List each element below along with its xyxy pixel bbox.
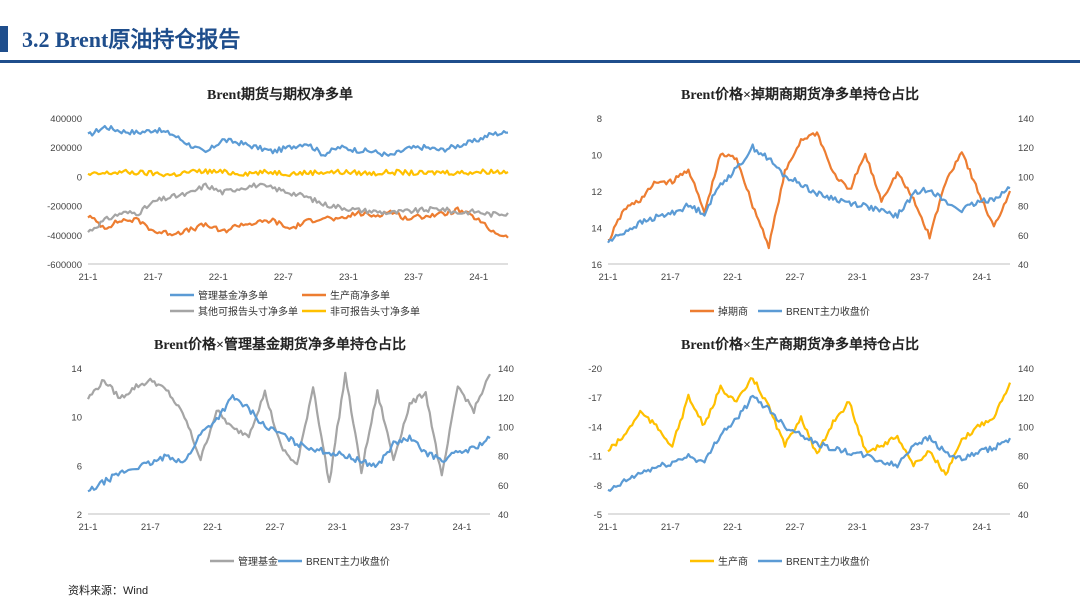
legend-label: BRENT主力收盘价 (306, 555, 390, 568)
y2-tick-label: 140 (1018, 114, 1034, 125)
y-tick-label: 6 (77, 461, 82, 472)
y2-tick-label: 100 (1018, 172, 1034, 183)
chart-title: Brent价格×生产商期货净多单持仓占比 (681, 336, 919, 353)
x-tick-label: 23-1 (848, 272, 867, 283)
x-tick-label: 21-7 (141, 522, 160, 533)
x-tick-label: 21-1 (78, 272, 97, 283)
y2-tick-label: 40 (1018, 510, 1029, 521)
x-tick-label: 21-1 (598, 522, 617, 533)
y2-tick-label: 80 (1018, 452, 1029, 463)
y-tick-label: -400000 (47, 231, 82, 242)
y2-tick-label: 80 (498, 452, 509, 463)
page-title: 3.2 Brent原油持仓报告 (22, 22, 240, 54)
x-tick-label: 21-1 (78, 522, 97, 533)
legend-label: 管理基金 (238, 555, 278, 568)
swap-dealer-chart: Brent价格×掉期商期货净多单持仓占比 8 10 12 14 16 140 120 100 80… (540, 76, 1060, 331)
y2-tick-label: 60 (498, 481, 509, 492)
y2-tick-label: 80 (1018, 202, 1029, 213)
x-tick-label: 22-7 (785, 522, 804, 533)
header-rule (0, 60, 1080, 63)
y-tick-label: 2 (77, 510, 82, 521)
legend-label: 生产商 (718, 555, 748, 568)
y-tick-label: 10 (591, 151, 602, 162)
y-tick-label: -200000 (47, 202, 82, 213)
series-line-0 (88, 373, 490, 482)
y-tick-label: 10 (71, 413, 82, 424)
legend-label: BRENT主力收盘价 (786, 305, 870, 318)
x-tick-label: 22-7 (265, 522, 284, 533)
chart-title: Brent价格×掉期商期货净多单持仓占比 (681, 86, 919, 103)
x-tick-label: 22-1 (723, 522, 742, 533)
producer-chart: Brent价格×生产商期货净多单持仓占比 -20 -17 -14 -11 -8 -5 140 1… (540, 326, 1060, 581)
x-tick-label: 22-7 (785, 272, 804, 283)
y2-tick-label: 100 (1018, 422, 1034, 433)
y-tick-label: 8 (597, 114, 602, 125)
x-tick-label: 21-1 (598, 272, 617, 283)
x-tick-label: 23-7 (910, 272, 929, 283)
legend-label: 非可报告头寸净多单 (330, 305, 420, 318)
legend-label: 掉期商 (718, 305, 748, 318)
page-header: 3.2 Brent原油持仓报告 (0, 0, 1080, 64)
x-tick-label: 23-1 (848, 522, 867, 533)
y2-tick-label: 140 (498, 364, 514, 375)
y2-tick-label: 140 (1018, 364, 1034, 375)
legend-label: 管理基金净多单 (198, 289, 268, 302)
y2-tick-label: 120 (1018, 393, 1034, 404)
y-tick-label: -600000 (47, 260, 82, 271)
x-tick-label: 21-7 (144, 272, 163, 283)
x-tick-label: 21-7 (661, 522, 680, 533)
x-tick-label: 24-1 (972, 522, 991, 533)
chart-panel-3: Brent价格×管理基金期货净多单持仓占比 14 10 6 2 140 120 100 80 60… (20, 326, 540, 581)
series-line-0 (88, 126, 508, 156)
y-tick-label: -5 (594, 510, 602, 521)
x-tick-label: 23-1 (328, 522, 347, 533)
chart-title: Brent期货与期权净多单 (207, 86, 353, 103)
y2-tick-label: 100 (498, 422, 514, 433)
x-tick-label: 22-1 (209, 272, 228, 283)
chart-panel-2: Brent价格×掉期商期货净多单持仓占比 8 10 12 14 16 140 120 100 80… (540, 76, 1060, 331)
legend-label: 其他可报告头寸净多单 (198, 305, 298, 318)
y2-tick-label: 120 (498, 393, 514, 404)
y-tick-label: 12 (591, 187, 602, 198)
y-tick-label: -14 (588, 422, 602, 433)
chart-panel-1: Brent期货与期权净多单 400000 200000 0 -200000 -400000… (20, 76, 540, 331)
y2-tick-label: 60 (1018, 231, 1029, 242)
chart-title: Brent价格×管理基金期货净多单持仓占比 (154, 336, 406, 353)
net-long-chart: Brent期货与期权净多单 400000 200000 0 -200000 -400000… (20, 76, 540, 331)
y-tick-label: 0 (77, 172, 82, 183)
series-line-3 (88, 169, 508, 176)
chart-panel-4: Brent价格×生产商期货净多单持仓占比 -20 -17 -14 -11 -8 -5 140 1… (540, 326, 1060, 581)
legend-label: BRENT主力收盘价 (786, 555, 870, 568)
y2-tick-label: 40 (498, 510, 509, 521)
x-tick-label: 23-7 (404, 272, 423, 283)
x-tick-label: 23-7 (910, 522, 929, 533)
series-line-0 (608, 378, 1010, 474)
y-tick-label: 16 (591, 260, 602, 271)
x-tick-label: 23-1 (339, 272, 358, 283)
y-tick-label: 200000 (50, 143, 82, 154)
y-tick-label: 14 (71, 364, 82, 375)
title-accent-bar (0, 26, 8, 52)
series-line-1 (608, 145, 1010, 243)
y-tick-label: -20 (588, 364, 602, 375)
source-note: 资料来源：Wind (68, 582, 148, 598)
x-tick-label: 24-1 (469, 272, 488, 283)
y2-tick-label: 60 (1018, 481, 1029, 492)
x-tick-label: 22-1 (723, 272, 742, 283)
y2-tick-label: 40 (1018, 260, 1029, 271)
x-tick-label: 22-1 (203, 522, 222, 533)
y-tick-label: 400000 (50, 114, 82, 125)
legend-label: 生产商净多单 (330, 289, 390, 302)
y2-tick-label: 120 (1018, 143, 1034, 154)
y-tick-label: -17 (588, 393, 602, 404)
x-tick-label: 24-1 (452, 522, 471, 533)
x-tick-label: 23-7 (390, 522, 409, 533)
x-tick-label: 24-1 (972, 272, 991, 283)
y-tick-label: -8 (594, 481, 602, 492)
y-tick-label: 14 (591, 224, 602, 235)
y-tick-label: -11 (589, 452, 602, 463)
managed-money-chart: Brent价格×管理基金期货净多单持仓占比 14 10 6 2 140 120 100 80 60… (20, 326, 540, 581)
x-tick-label: 21-7 (661, 272, 680, 283)
x-tick-label: 22-7 (274, 272, 293, 283)
